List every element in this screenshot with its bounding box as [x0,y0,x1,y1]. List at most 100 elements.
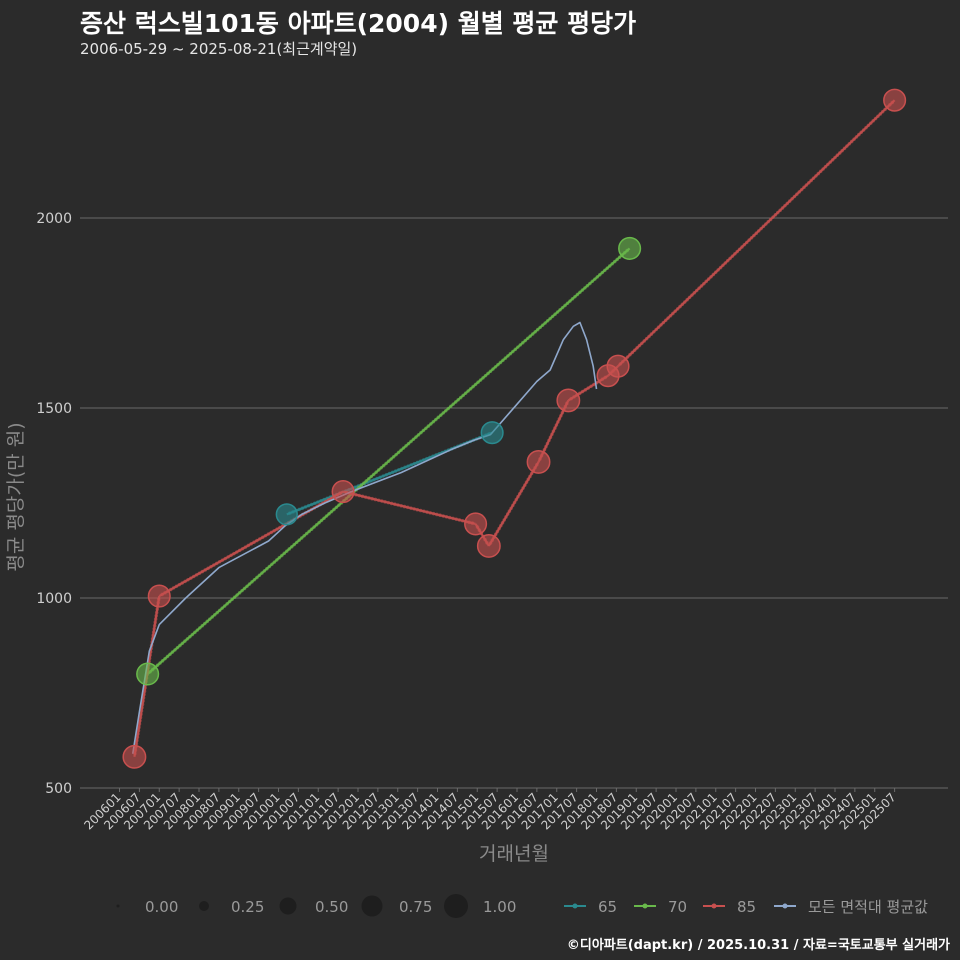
series-85-trail-dot [854,135,859,139]
series-70-trail-dot [511,349,515,354]
series-70-trail-dot [168,652,172,657]
series-85-trail-dot [737,247,742,252]
series-85-trail-dot [454,517,459,521]
series-85-trail-dot [659,323,663,327]
series-70-trail-dot [262,569,267,573]
series-85-point [556,388,581,413]
series-65-trail-dot [312,501,317,506]
series-85-point [331,480,355,504]
series-70-trail-dot [190,632,195,637]
series-70-trail-dot [523,338,528,343]
series-85-trail-dot [141,699,145,703]
series-85-point [122,744,147,769]
series-70-trail-dot [486,371,490,376]
series-85-trail-dot [837,151,842,155]
series-70-trail-dot [617,255,622,259]
series-70-trail-dot [225,601,229,606]
color-legend-dot [572,903,578,909]
series-85-trail-dot [499,523,503,528]
series-85-trail-dot [354,492,358,497]
series-85-trail-dot [138,718,142,723]
series-70-trail-dot [287,547,292,551]
series-85-trail-dot [272,528,276,533]
series-70-trail-dot [215,610,220,615]
series-85-trail-dot [759,226,763,231]
series-85-trail-dot [441,514,446,518]
series-85-trail-dot [675,307,680,311]
series-70-trail-dot [391,455,396,459]
series-70-trail-dot [431,419,436,424]
series-85-trail-dot [405,505,410,510]
series-85-trail-dot [637,343,642,348]
series-65-trail-dot [297,507,302,512]
series-70-trail-dot [379,465,383,470]
series-85-trail-dot [232,551,236,556]
series-85-trail-dot [396,503,400,507]
series-85-trail-dot [826,162,830,167]
series-85-trail-dot [883,107,887,112]
series-85-trail-dot [647,334,651,339]
y-tick-label: 2000 [36,211,72,227]
series-85-trail-dot [174,584,179,589]
series-70-trail-dot [461,393,465,398]
series-70-trail-dot [466,389,470,393]
average-line-path [131,321,598,754]
series-85-trail-dot [744,240,749,245]
series-70-trail-dot [173,648,177,652]
series-70-trail-dot [272,560,277,564]
series-85-trail-dot [203,568,208,572]
series-70-trail-dot [163,656,167,661]
series-70-trail-dot [183,639,187,643]
series-70-trail-dot [493,365,498,369]
size-legend-label: 1.00 [483,898,516,916]
series-85-trail-dot [871,119,875,123]
series-85-trail-dot [764,222,768,226]
series-85-trail-dot [747,238,751,242]
series-70-trail-dot [421,428,426,433]
series-85-trail-dot [878,112,883,116]
series-85-trail-dot [787,199,792,203]
series-85-trail-dot [509,506,513,511]
series-85-trail-dot [155,607,160,612]
series-85-trail-dot [521,486,525,490]
series-70-trail-dot [324,514,329,518]
series-85-trail-dot [237,548,242,553]
series-85-trail-dot [651,330,656,334]
series-85-trail-dot [235,550,239,554]
series-85-trail-dot [735,249,740,254]
series-70-trail-dot [396,450,401,455]
series-85-trail-dot [528,474,532,479]
series-70-trail-dot [314,523,319,527]
series-85-trail-dot [266,532,271,536]
series-70-trail-dot [155,663,160,668]
series-65-trail-dot [316,500,320,504]
series-85-trail-dot [847,141,852,146]
series-85-trail-dot [171,586,176,590]
series-85-trail-dot [393,502,397,507]
series-70-trail-dot [277,555,282,560]
series-65-trail-dot [393,469,398,473]
series-85-trail-dot [699,284,704,288]
series-85-trail-dot [495,529,500,534]
series-70-trail-dot [600,270,605,275]
series-85-trail-dot [868,121,873,125]
series-85-trail-dot [451,516,455,521]
series-70-trail-dot [389,457,393,461]
series-85-trail-dot [783,203,787,208]
series-70-trail-dot [565,301,570,306]
series-85-trail-dot [255,538,259,543]
series-85-trail-dot [269,530,274,535]
series-70-trail-dot [235,593,239,597]
size-legend-label: 0.25 [231,898,264,916]
series-70-trail-dot [458,395,463,400]
series-85-trail-dot [422,509,426,514]
series-85-trail-dot [389,501,394,506]
series-70-trail-dot [535,327,540,332]
series-85-trail-dot [139,709,144,713]
y-tick-label: 1500 [36,401,72,417]
series-70-trail-dot [476,380,480,385]
series-70-trail-dot [506,354,510,358]
series-70-trail-dot [180,641,185,646]
series-70-trail-dot [361,481,366,485]
series-70-trail-dot [560,305,565,310]
